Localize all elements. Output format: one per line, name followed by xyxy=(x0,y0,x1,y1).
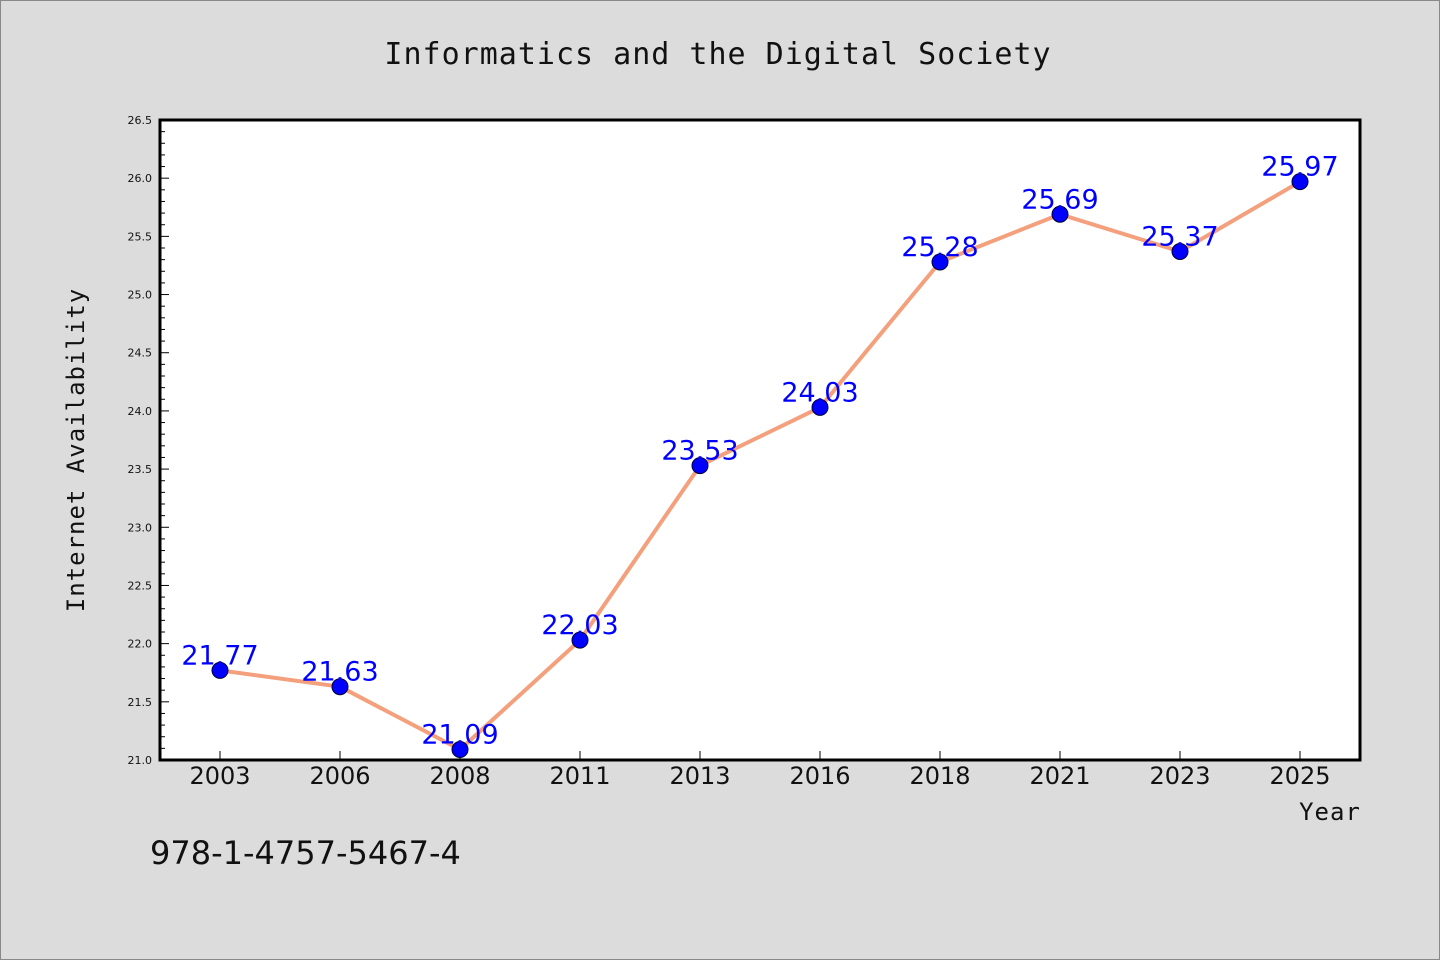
x-tick-label: 2023 xyxy=(1149,762,1210,790)
y-tick-label: 25.0 xyxy=(128,289,153,302)
x-tick-label: 2018 xyxy=(909,762,970,790)
data-label: 25.69 xyxy=(1021,184,1098,215)
y-axis: 21.0 21.5 22.0 22.5 23.0 23.5 24.0 24.5 25.0 25.5… xyxy=(128,114,169,767)
x-axis: 2003 2006 2008 2011 2013 2016 2018 2021 2023 2025 xyxy=(189,751,1331,790)
chart-title: Informatics and the Digital Society xyxy=(384,37,1051,72)
x-tick-label: 2025 xyxy=(1269,762,1330,790)
y-tick-label: 24.0 xyxy=(128,405,153,418)
y-tick-label: 23.0 xyxy=(128,521,153,534)
x-tick-label: 2021 xyxy=(1029,762,1090,790)
data-labels: 21.77 21.63 21.09 22.03 23.53 24.03 25.28 25.69… xyxy=(181,152,1338,751)
data-point xyxy=(691,457,709,475)
y-tick-label: 25.5 xyxy=(128,230,153,243)
series-line xyxy=(219,179,1302,752)
data-point xyxy=(1051,205,1069,223)
x-tick-label: 2016 xyxy=(789,762,850,790)
data-label: 25.37 xyxy=(1141,221,1218,252)
y-tick-label: 21.0 xyxy=(128,754,153,767)
isbn-text: 978-1-4757-5467-4 xyxy=(150,834,461,872)
data-point xyxy=(1171,242,1189,260)
x-tick-label: 2003 xyxy=(189,762,250,790)
data-label: 21.63 xyxy=(301,657,378,688)
data-point xyxy=(811,398,829,416)
data-label: 21.77 xyxy=(181,640,258,671)
data-label: 25.97 xyxy=(1261,152,1338,183)
data-point xyxy=(331,678,349,696)
data-label: 21.09 xyxy=(421,720,498,751)
x-tick-label: 2013 xyxy=(669,762,730,790)
y-tick-label: 21.5 xyxy=(128,696,153,709)
x-tick-label: 2006 xyxy=(309,762,370,790)
x-tick-label: 2011 xyxy=(549,762,610,790)
y-axis-label: Internet Availability xyxy=(62,288,90,612)
data-label: 24.03 xyxy=(781,377,858,408)
data-point xyxy=(571,631,589,649)
x-tick-label: 2008 xyxy=(429,762,490,790)
y-tick-label: 26.5 xyxy=(128,114,153,127)
data-point xyxy=(931,253,949,271)
data-markers xyxy=(211,173,1309,759)
plot-area xyxy=(158,118,1362,762)
y-tick-label: 22.5 xyxy=(128,579,153,592)
y-tick-label: 26.0 xyxy=(128,172,153,185)
y-tick-label: 22.0 xyxy=(128,638,153,651)
data-point xyxy=(1291,173,1309,191)
x-axis-label: Year xyxy=(1299,798,1361,826)
y-tick-label: 24.5 xyxy=(128,347,153,360)
data-label: 22.03 xyxy=(541,610,618,641)
data-point xyxy=(211,661,229,679)
y-tick-label: 23.5 xyxy=(128,463,153,476)
data-point xyxy=(451,741,469,759)
data-label: 25.28 xyxy=(901,232,978,263)
data-label: 23.53 xyxy=(661,436,738,467)
